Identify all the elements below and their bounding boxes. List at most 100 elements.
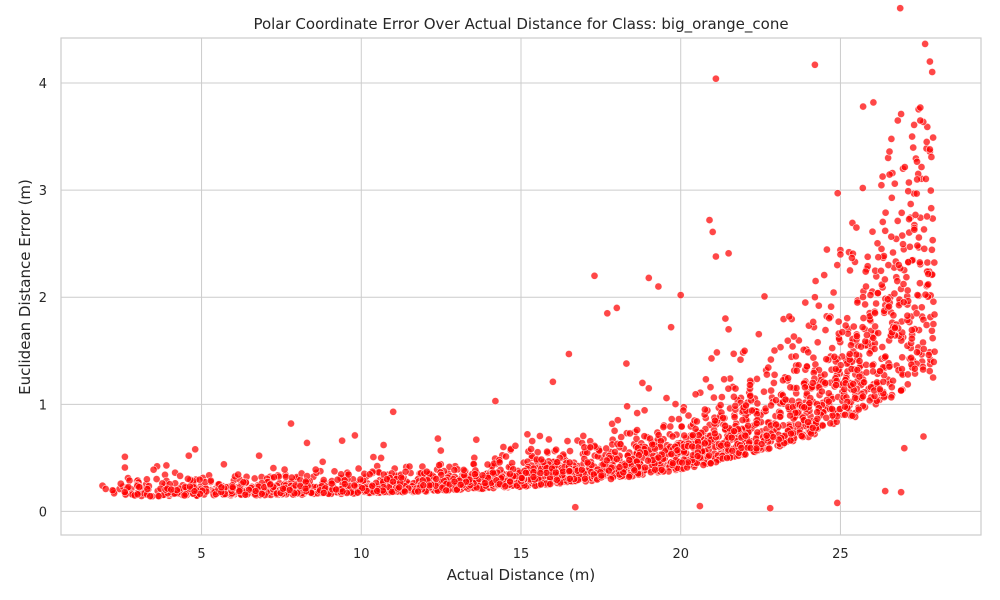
data-point <box>615 463 624 472</box>
data-point <box>499 443 508 451</box>
data-point <box>924 280 933 289</box>
data-point <box>926 186 935 195</box>
data-point <box>824 397 833 406</box>
data-point <box>928 245 936 254</box>
data-point <box>495 458 504 467</box>
data-point <box>916 116 925 125</box>
y-tick-label: 2 <box>39 291 47 306</box>
data-point <box>912 189 921 198</box>
data-point <box>811 293 819 302</box>
data-point <box>668 459 677 468</box>
data-point <box>651 465 659 474</box>
data-point <box>822 355 831 364</box>
data-point <box>858 323 867 332</box>
data-point <box>881 352 890 361</box>
data-point <box>821 326 830 334</box>
data-point <box>748 406 756 415</box>
data-point <box>847 341 855 350</box>
data-point <box>641 463 649 472</box>
data-point <box>838 328 847 336</box>
data-point <box>890 289 899 298</box>
data-point <box>818 421 827 430</box>
data-point <box>702 375 710 384</box>
data-point <box>870 344 879 353</box>
data-point <box>602 444 611 453</box>
data-point <box>922 137 931 146</box>
data-point <box>746 391 755 400</box>
data-point <box>899 240 907 249</box>
data-point <box>927 153 936 161</box>
data-point <box>184 451 193 460</box>
data-point <box>720 375 728 384</box>
data-point <box>546 480 555 488</box>
data-point <box>877 244 886 253</box>
data-point <box>195 475 204 484</box>
data-point <box>884 153 892 162</box>
data-point <box>744 421 752 430</box>
data-point <box>857 342 865 351</box>
data-point <box>149 465 158 474</box>
data-point <box>239 478 248 487</box>
data-point <box>459 465 468 474</box>
data-point <box>846 266 854 275</box>
data-point <box>801 383 809 392</box>
data-point <box>871 322 879 331</box>
data-point <box>644 273 653 282</box>
data-point <box>885 362 894 371</box>
data-point <box>742 401 750 410</box>
data-point <box>350 431 359 440</box>
data-point <box>919 345 928 353</box>
data-point <box>190 487 199 496</box>
data-point <box>908 334 916 343</box>
data-point <box>688 431 697 440</box>
data-point <box>760 292 769 301</box>
data-point <box>919 338 927 347</box>
data-point <box>680 431 689 440</box>
data-point <box>904 187 913 196</box>
data-point <box>813 338 822 347</box>
data-point <box>368 481 377 490</box>
data-point <box>881 275 889 284</box>
data-point <box>818 387 826 396</box>
data-point <box>905 178 913 187</box>
data-point <box>891 324 899 332</box>
data-point <box>803 362 811 371</box>
data-point <box>737 443 746 452</box>
data-point <box>143 485 152 493</box>
data-point <box>927 204 936 213</box>
data-point <box>529 473 538 481</box>
data-point <box>719 413 727 422</box>
data-point <box>859 392 867 401</box>
data-point <box>912 309 921 318</box>
data-point <box>691 390 700 399</box>
data-point <box>250 474 259 483</box>
data-point <box>605 466 613 475</box>
data-point <box>563 437 572 445</box>
data-point <box>753 399 762 408</box>
data-point <box>861 267 870 276</box>
data-point <box>893 216 902 225</box>
data-point <box>667 323 675 332</box>
data-point <box>280 465 289 474</box>
data-point <box>885 147 894 156</box>
data-point <box>303 438 311 447</box>
data-point <box>916 279 924 288</box>
x-tick-label: 10 <box>353 547 370 562</box>
data-point <box>116 479 125 488</box>
data-point <box>863 331 871 339</box>
data-point <box>180 491 189 500</box>
data-point <box>667 450 676 458</box>
plot-frame <box>60 37 982 536</box>
data-point <box>869 367 877 376</box>
data-point <box>805 399 814 408</box>
data-point <box>517 473 526 482</box>
data-point <box>537 480 545 489</box>
data-point <box>889 248 897 257</box>
chart-title: Polar Coordinate Error Over Actual Dista… <box>253 15 788 34</box>
data-point <box>666 422 675 431</box>
data-point <box>808 423 817 432</box>
data-point <box>729 349 738 358</box>
data-point <box>790 332 798 341</box>
data-point <box>724 384 733 393</box>
data-point <box>108 486 117 495</box>
